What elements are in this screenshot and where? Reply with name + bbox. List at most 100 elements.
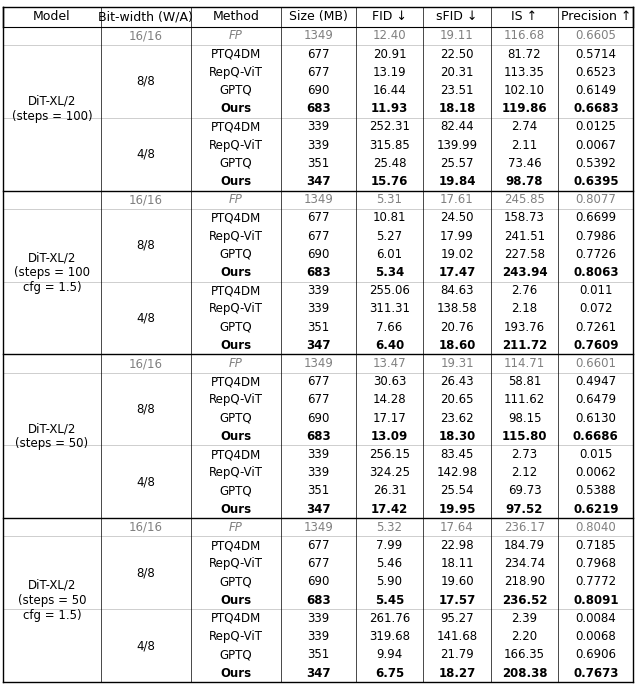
Text: 17.57: 17.57 [438,594,476,607]
Text: 677: 677 [307,393,330,407]
Text: DiT-XL/2
(steps = 50
cfg = 1.5): DiT-XL/2 (steps = 50 cfg = 1.5) [18,579,86,621]
Text: 20.65: 20.65 [440,393,474,407]
Text: 21.79: 21.79 [440,648,474,661]
Text: 339: 339 [307,138,330,152]
Text: sFID ↓: sFID ↓ [436,10,477,23]
Text: RepQ-ViT: RepQ-ViT [209,393,263,407]
Text: 4/8: 4/8 [136,147,155,161]
Text: 82.44: 82.44 [440,121,474,134]
Text: 19.60: 19.60 [440,575,474,588]
Text: 25.48: 25.48 [372,157,406,169]
Text: 252.31: 252.31 [369,121,410,134]
Text: 20.76: 20.76 [440,320,474,333]
Text: 211.72: 211.72 [502,339,547,352]
Text: 19.31: 19.31 [440,357,474,370]
Text: 690: 690 [307,84,330,97]
Text: 13.09: 13.09 [371,430,408,443]
Text: 5.46: 5.46 [376,557,403,570]
Text: PTQ4DM: PTQ4DM [211,121,261,134]
Text: 243.94: 243.94 [502,266,547,279]
Text: 683: 683 [306,102,331,115]
Text: 4/8: 4/8 [136,475,155,489]
Text: 0.0084: 0.0084 [575,612,616,625]
Text: 6.40: 6.40 [375,339,404,352]
Text: 17.47: 17.47 [438,266,476,279]
Text: 69.73: 69.73 [508,484,541,497]
Text: 0.7673: 0.7673 [573,666,618,679]
Text: 0.015: 0.015 [579,448,612,461]
Text: 81.72: 81.72 [508,48,541,61]
Text: 18.11: 18.11 [440,557,474,570]
Text: 690: 690 [307,575,330,588]
Text: 0.6683: 0.6683 [573,102,619,115]
Text: 5.31: 5.31 [376,193,403,206]
Text: 319.68: 319.68 [369,630,410,643]
Text: 4/8: 4/8 [136,639,155,652]
Text: GPTQ: GPTQ [220,648,252,661]
Text: FP: FP [229,357,243,370]
Text: RepQ-ViT: RepQ-ViT [209,65,263,79]
Text: 20.91: 20.91 [372,48,406,61]
Text: 18.60: 18.60 [438,339,476,352]
Text: Ours: Ours [220,666,252,679]
Text: 0.5388: 0.5388 [575,484,616,497]
Text: 25.54: 25.54 [440,484,474,497]
Text: 138.58: 138.58 [436,302,477,316]
Text: 5.34: 5.34 [375,266,404,279]
Text: RepQ-ViT: RepQ-ViT [209,302,263,316]
Text: Ours: Ours [220,266,252,279]
Text: 2.11: 2.11 [511,138,538,152]
Text: 6.75: 6.75 [375,666,404,679]
Text: 0.7261: 0.7261 [575,320,616,333]
Text: 0.6149: 0.6149 [575,84,616,97]
Text: FP: FP [229,521,243,534]
Text: 677: 677 [307,376,330,388]
Text: GPTQ: GPTQ [220,320,252,333]
Text: 10.81: 10.81 [372,212,406,225]
Text: 18.27: 18.27 [438,666,476,679]
Text: 261.76: 261.76 [369,612,410,625]
Text: 0.6686: 0.6686 [573,430,619,443]
Text: 16/16: 16/16 [129,193,163,206]
Text: 2.12: 2.12 [511,466,538,480]
Text: 5.32: 5.32 [376,521,403,534]
Text: 255.06: 255.06 [369,285,410,297]
Text: DiT-XL/2
(steps = 100
cfg = 1.5): DiT-XL/2 (steps = 100 cfg = 1.5) [14,251,90,294]
Text: 95.27: 95.27 [440,612,474,625]
Text: 26.43: 26.43 [440,376,474,388]
Text: 311.31: 311.31 [369,302,410,316]
Text: 236.52: 236.52 [502,594,547,607]
Text: 14.28: 14.28 [372,393,406,407]
Text: GPTQ: GPTQ [220,157,252,169]
Text: 0.8091: 0.8091 [573,594,619,607]
Text: 13.19: 13.19 [372,65,406,79]
Text: 339: 339 [307,302,330,316]
Text: 23.51: 23.51 [440,84,474,97]
Text: GPTQ: GPTQ [220,84,252,97]
Text: 18.18: 18.18 [438,102,476,115]
Text: 241.51: 241.51 [504,229,545,243]
Text: 7.99: 7.99 [376,539,403,552]
Text: 8/8: 8/8 [136,75,155,88]
Text: 0.6699: 0.6699 [575,212,616,225]
Text: 0.8077: 0.8077 [575,193,616,206]
Text: 683: 683 [306,266,331,279]
Text: 690: 690 [307,411,330,424]
Text: 227.58: 227.58 [504,248,545,261]
Text: RepQ-ViT: RepQ-ViT [209,138,263,152]
Text: FID ↓: FID ↓ [372,10,407,23]
Text: Ours: Ours [220,430,252,443]
Text: 16.44: 16.44 [372,84,406,97]
Text: Ours: Ours [220,102,252,115]
Text: 339: 339 [307,466,330,480]
Text: 339: 339 [307,448,330,461]
Text: 0.8040: 0.8040 [575,521,616,534]
Text: RepQ-ViT: RepQ-ViT [209,557,263,570]
Text: 17.99: 17.99 [440,229,474,243]
Text: PTQ4DM: PTQ4DM [211,539,261,552]
Text: 8/8: 8/8 [136,566,155,579]
Text: 184.79: 184.79 [504,539,545,552]
Text: 683: 683 [306,594,331,607]
Text: 119.86: 119.86 [502,102,547,115]
Text: 139.99: 139.99 [436,138,477,152]
